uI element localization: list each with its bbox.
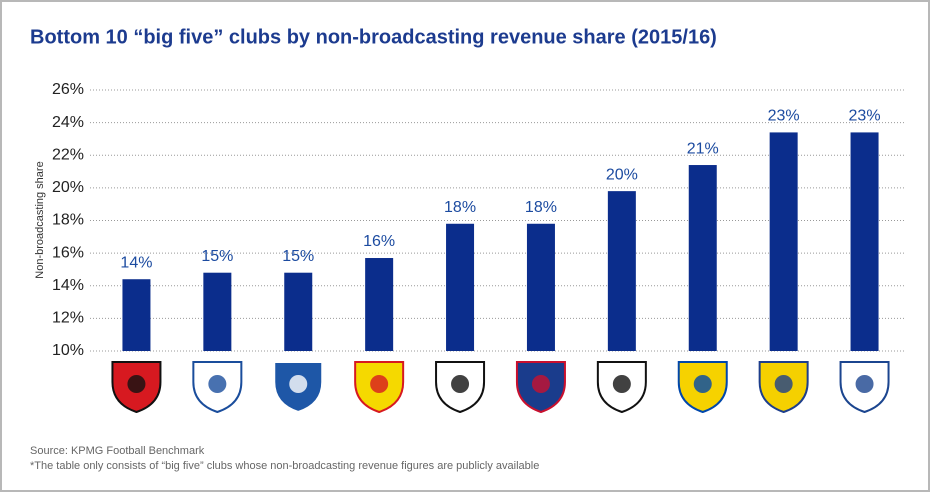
chart-title: Bottom 10 “big five” clubs by non-broadc… [30, 26, 717, 48]
club-logo-detail [208, 375, 227, 393]
source: Source: KPMG Football Benchmark [30, 445, 205, 457]
value-label: 16% [363, 233, 395, 250]
value-label: 15% [201, 248, 233, 265]
y-tick-label: 10% [52, 342, 84, 359]
bar [446, 223, 475, 351]
bar [688, 165, 717, 351]
y-tick-label: 22% [52, 146, 84, 163]
value-label: 18% [444, 199, 476, 216]
bar [284, 272, 313, 351]
y-tick-label: 16% [52, 244, 84, 261]
value-label: 21% [687, 140, 719, 157]
value-label: 15% [282, 248, 314, 265]
bar [365, 258, 394, 351]
value-label: 20% [606, 166, 638, 183]
club-logo-detail [370, 375, 389, 393]
y-axis-label: Non-broadcasting share [34, 161, 46, 278]
bar [607, 191, 636, 351]
y-tick-label: 20% [52, 179, 84, 196]
bar [203, 272, 232, 351]
bar [122, 279, 151, 351]
value-label: 23% [849, 108, 881, 125]
y-tick-label: 12% [52, 310, 84, 327]
club-logo-detail [855, 375, 874, 393]
y-tick-label: 26% [52, 81, 84, 98]
value-label: 18% [525, 199, 557, 216]
bar [769, 132, 798, 351]
y-tick-label: 18% [52, 212, 84, 229]
club-logo-detail [127, 375, 146, 393]
club-logo-detail [531, 375, 550, 393]
y-tick-label: 24% [52, 114, 84, 131]
club-logo-detail [693, 375, 712, 393]
bar [526, 223, 555, 351]
value-label: 23% [768, 108, 800, 125]
value-label: 14% [120, 254, 152, 271]
y-tick-label: 14% [52, 277, 84, 294]
club-logo-detail [451, 375, 470, 393]
club-logo-detail [774, 375, 793, 393]
club-logo-detail [289, 375, 308, 393]
footnote: *The table only consists of “big five” c… [30, 460, 539, 472]
bar [850, 132, 879, 351]
club-logo-detail [612, 375, 631, 393]
